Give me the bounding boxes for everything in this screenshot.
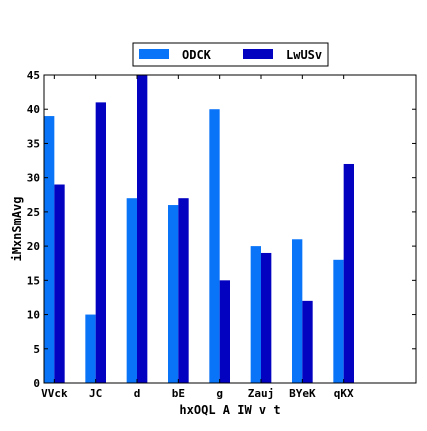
bar-ODCK-Zauj (250, 246, 261, 383)
bar-LwUSv-Zauj (261, 252, 272, 383)
y-tick-label: 5 (33, 343, 40, 356)
bar-ODCK-bE (168, 205, 179, 383)
y-tick-label: 25 (27, 206, 40, 219)
bar-ODCK-d (126, 198, 137, 383)
bar-LwUSv-JC (95, 102, 106, 383)
x-tick-label: BYeK (289, 387, 316, 400)
legend-swatch (243, 49, 273, 59)
legend-label: LwUSv (286, 48, 322, 62)
x-axis-title: hxOQL A IW v t (179, 403, 280, 417)
bar-LwUSv-d (137, 75, 148, 383)
y-tick-label: 30 (27, 172, 40, 185)
bar-ODCK-VVck (44, 116, 55, 384)
y-tick-label: 15 (27, 274, 40, 287)
bar-LwUSv-g (219, 280, 230, 383)
y-tick-label: 45 (27, 69, 40, 82)
bar-LwUSv-bE (178, 198, 189, 383)
x-tick-label: d (134, 387, 141, 400)
ticks-layer: 0 5 10 15 20 25 30 35 40 45 VVck JC d bE g Zauj BYeK qKX (27, 69, 416, 400)
bar-LwUSv-BYeK (302, 300, 313, 383)
x-tick-label: VVck (41, 387, 68, 400)
y-axis-title: iMxnSmAvg (10, 196, 24, 261)
bar-LwUSv-VVck (54, 184, 65, 383)
bar-ODCK-g (209, 109, 220, 383)
bar-ODCK-qKX (333, 259, 344, 383)
y-tick-label: 0 (33, 377, 40, 390)
x-tick-label: JC (89, 387, 102, 400)
y-tick-label: 40 (27, 103, 40, 116)
y-tick-label: 10 (27, 309, 40, 322)
y-tick-label: 35 (27, 137, 40, 150)
y-tick-label: 20 (27, 240, 40, 253)
x-tick-label: qKX (334, 387, 354, 400)
bar-LwUSv-qKX (343, 163, 354, 383)
legend-label: ODCK (182, 48, 212, 62)
x-tick-label: bE (172, 387, 185, 400)
legend-swatch (139, 49, 169, 59)
legend: ODCK LwUSv (132, 42, 329, 67)
bar-ODCK-JC (85, 314, 96, 383)
x-tick-label: Zauj (248, 387, 275, 400)
x-tick-label: g (216, 387, 223, 400)
plot-frame (43, 74, 417, 384)
bars-layer (44, 75, 354, 384)
bar-ODCK-BYeK (292, 239, 303, 383)
legend-box (132, 42, 329, 67)
